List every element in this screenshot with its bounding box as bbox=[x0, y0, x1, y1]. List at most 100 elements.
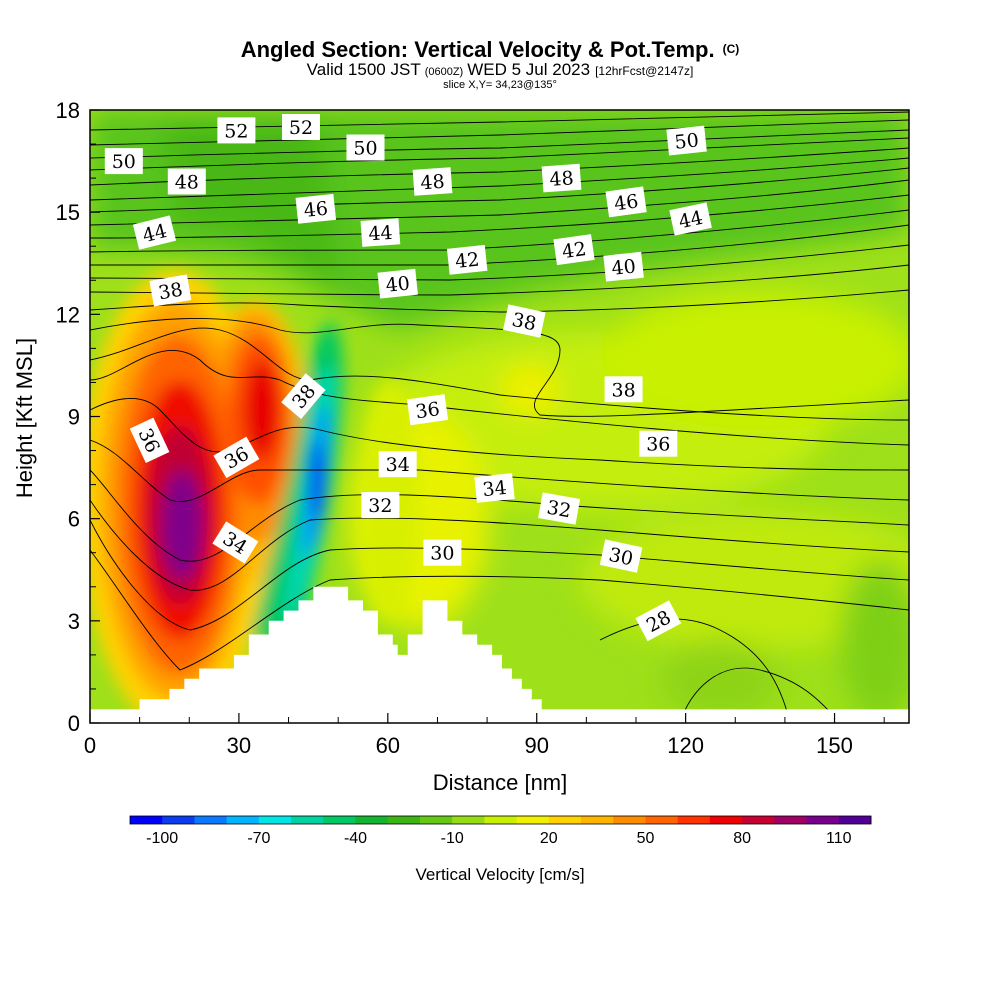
svg-text:50: 50 bbox=[674, 129, 700, 153]
colorbar-label: -40 bbox=[344, 830, 367, 847]
contour-label: 48 bbox=[541, 163, 582, 193]
x-tick-label: 150 bbox=[816, 733, 853, 758]
svg-text:48: 48 bbox=[420, 171, 446, 195]
colorbar-label: 80 bbox=[733, 830, 751, 847]
contour-label: 34 bbox=[212, 521, 259, 564]
colorbar-label: 20 bbox=[540, 830, 558, 847]
colorbar-swatch bbox=[291, 816, 324, 824]
colorbar-swatch bbox=[355, 816, 389, 824]
x-tick-label: 0 bbox=[84, 733, 96, 758]
svg-text:38: 38 bbox=[510, 309, 538, 336]
contour-label: 36 bbox=[639, 430, 678, 457]
svg-text:38: 38 bbox=[157, 279, 185, 305]
colorbar-swatch bbox=[452, 816, 485, 824]
contour-label: 44 bbox=[669, 202, 712, 236]
contour-label: 30 bbox=[599, 539, 643, 573]
svg-text:44: 44 bbox=[368, 222, 394, 246]
svg-text:48: 48 bbox=[175, 172, 199, 194]
contour-label: 40 bbox=[603, 251, 644, 282]
svg-text:50: 50 bbox=[353, 138, 377, 160]
x-axis-label: Distance [nm] bbox=[433, 770, 568, 795]
contour-label: 44 bbox=[360, 218, 401, 247]
contour-labels: 52 52 50 50 50 48 48 48 46 46 44 44 44 42 42 40 40 38 38 38… bbox=[104, 114, 712, 642]
svg-text:32: 32 bbox=[545, 497, 573, 523]
terrain bbox=[90, 586, 909, 723]
svg-text:44: 44 bbox=[677, 207, 705, 234]
colorbar-label: -100 bbox=[146, 830, 178, 847]
contour-label: 44 bbox=[132, 215, 177, 250]
svg-text:40: 40 bbox=[385, 272, 411, 296]
colorbar-title: Vertical Velocity [cm/s] bbox=[415, 865, 584, 884]
contour-label: 42 bbox=[553, 234, 595, 266]
colorbar-swatch bbox=[323, 816, 357, 824]
x-axis-ticks: 0 30 60 90 120 150 bbox=[84, 713, 885, 758]
colorbar-swatch bbox=[645, 816, 679, 824]
svg-text:46: 46 bbox=[613, 190, 640, 215]
svg-text:34: 34 bbox=[481, 477, 507, 501]
colorbar-swatch bbox=[774, 816, 808, 824]
y-tick-label: 15 bbox=[56, 200, 80, 225]
contour-label: 52 bbox=[282, 114, 320, 140]
colorbar-swatch bbox=[742, 816, 775, 824]
colorbar-swatch bbox=[581, 816, 614, 824]
contour-label: 38 bbox=[604, 376, 643, 403]
contour-label: 50 bbox=[104, 148, 143, 175]
colorbar-labels: -100 -70 -40 -10 20 50 80 110 bbox=[146, 830, 851, 847]
contour-label: 48 bbox=[167, 168, 206, 195]
contour-label: 50 bbox=[666, 125, 707, 156]
svg-text:36: 36 bbox=[646, 434, 670, 456]
contour-label: 32 bbox=[538, 492, 581, 525]
contour-label: 34 bbox=[474, 473, 515, 503]
colorbar-frame bbox=[129, 815, 872, 825]
contour-label: 32 bbox=[361, 492, 400, 518]
x-tick-label: 90 bbox=[524, 733, 548, 758]
colorbar bbox=[129, 815, 872, 825]
y-tick-label: 0 bbox=[68, 711, 80, 736]
slice-label: slice X,Y= 34,23@135° bbox=[443, 79, 557, 91]
y-tick-label: 3 bbox=[68, 609, 80, 634]
svg-text:34: 34 bbox=[386, 454, 410, 476]
svg-text:38: 38 bbox=[612, 379, 636, 401]
contour-label: 42 bbox=[446, 244, 488, 275]
colorbar-swatch bbox=[130, 816, 163, 824]
y-axis-ticks: 0 3 6 9 12 15 18 bbox=[56, 98, 100, 736]
y-tick-label: 12 bbox=[56, 302, 80, 327]
y-tick-label: 6 bbox=[68, 507, 80, 532]
contour-label: 30 bbox=[423, 539, 462, 566]
colorbar-swatch bbox=[709, 816, 743, 824]
colorbar-swatch bbox=[484, 816, 518, 824]
svg-text:30: 30 bbox=[430, 543, 454, 565]
svg-text:52: 52 bbox=[289, 117, 313, 139]
colorbar-label: 110 bbox=[826, 830, 852, 847]
colorbar-swatch bbox=[419, 816, 453, 824]
x-tick-label: 120 bbox=[667, 733, 704, 758]
svg-text:42: 42 bbox=[454, 249, 480, 273]
contour-label: 46 bbox=[295, 193, 337, 224]
contour-label: 50 bbox=[346, 134, 385, 161]
contour-label: 36 bbox=[406, 394, 449, 426]
y-tick-label: 18 bbox=[56, 98, 80, 123]
svg-text:48: 48 bbox=[549, 167, 575, 191]
colorbar-swatch bbox=[516, 816, 550, 824]
contour-label: 52 bbox=[217, 117, 256, 144]
colorbar-swatch bbox=[838, 816, 872, 824]
chart-subtitle: Valid 1500 JST (0600Z) WED 5 Jul 2023 [12hr… bbox=[307, 60, 694, 79]
colorbar-label: -70 bbox=[247, 830, 270, 847]
colorbar-swatch bbox=[806, 816, 840, 824]
x-tick-label: 60 bbox=[376, 733, 400, 758]
svg-text:36: 36 bbox=[414, 398, 441, 423]
y-axis-label: Height [Kft MSL] bbox=[12, 338, 37, 498]
colorbar-swatch bbox=[613, 816, 646, 824]
contour-label: 48 bbox=[412, 167, 453, 196]
y-tick-label: 9 bbox=[68, 405, 80, 430]
svg-text:52: 52 bbox=[224, 120, 248, 142]
colorbar-swatch bbox=[162, 816, 195, 824]
svg-text:50: 50 bbox=[112, 151, 136, 173]
colorbar-swatch bbox=[548, 816, 582, 824]
svg-text:46: 46 bbox=[303, 198, 329, 222]
colorbar-swatch bbox=[226, 816, 260, 824]
contour-label: 38 bbox=[503, 304, 546, 338]
colorbar-label: -10 bbox=[441, 830, 464, 847]
svg-text:42: 42 bbox=[561, 238, 588, 263]
